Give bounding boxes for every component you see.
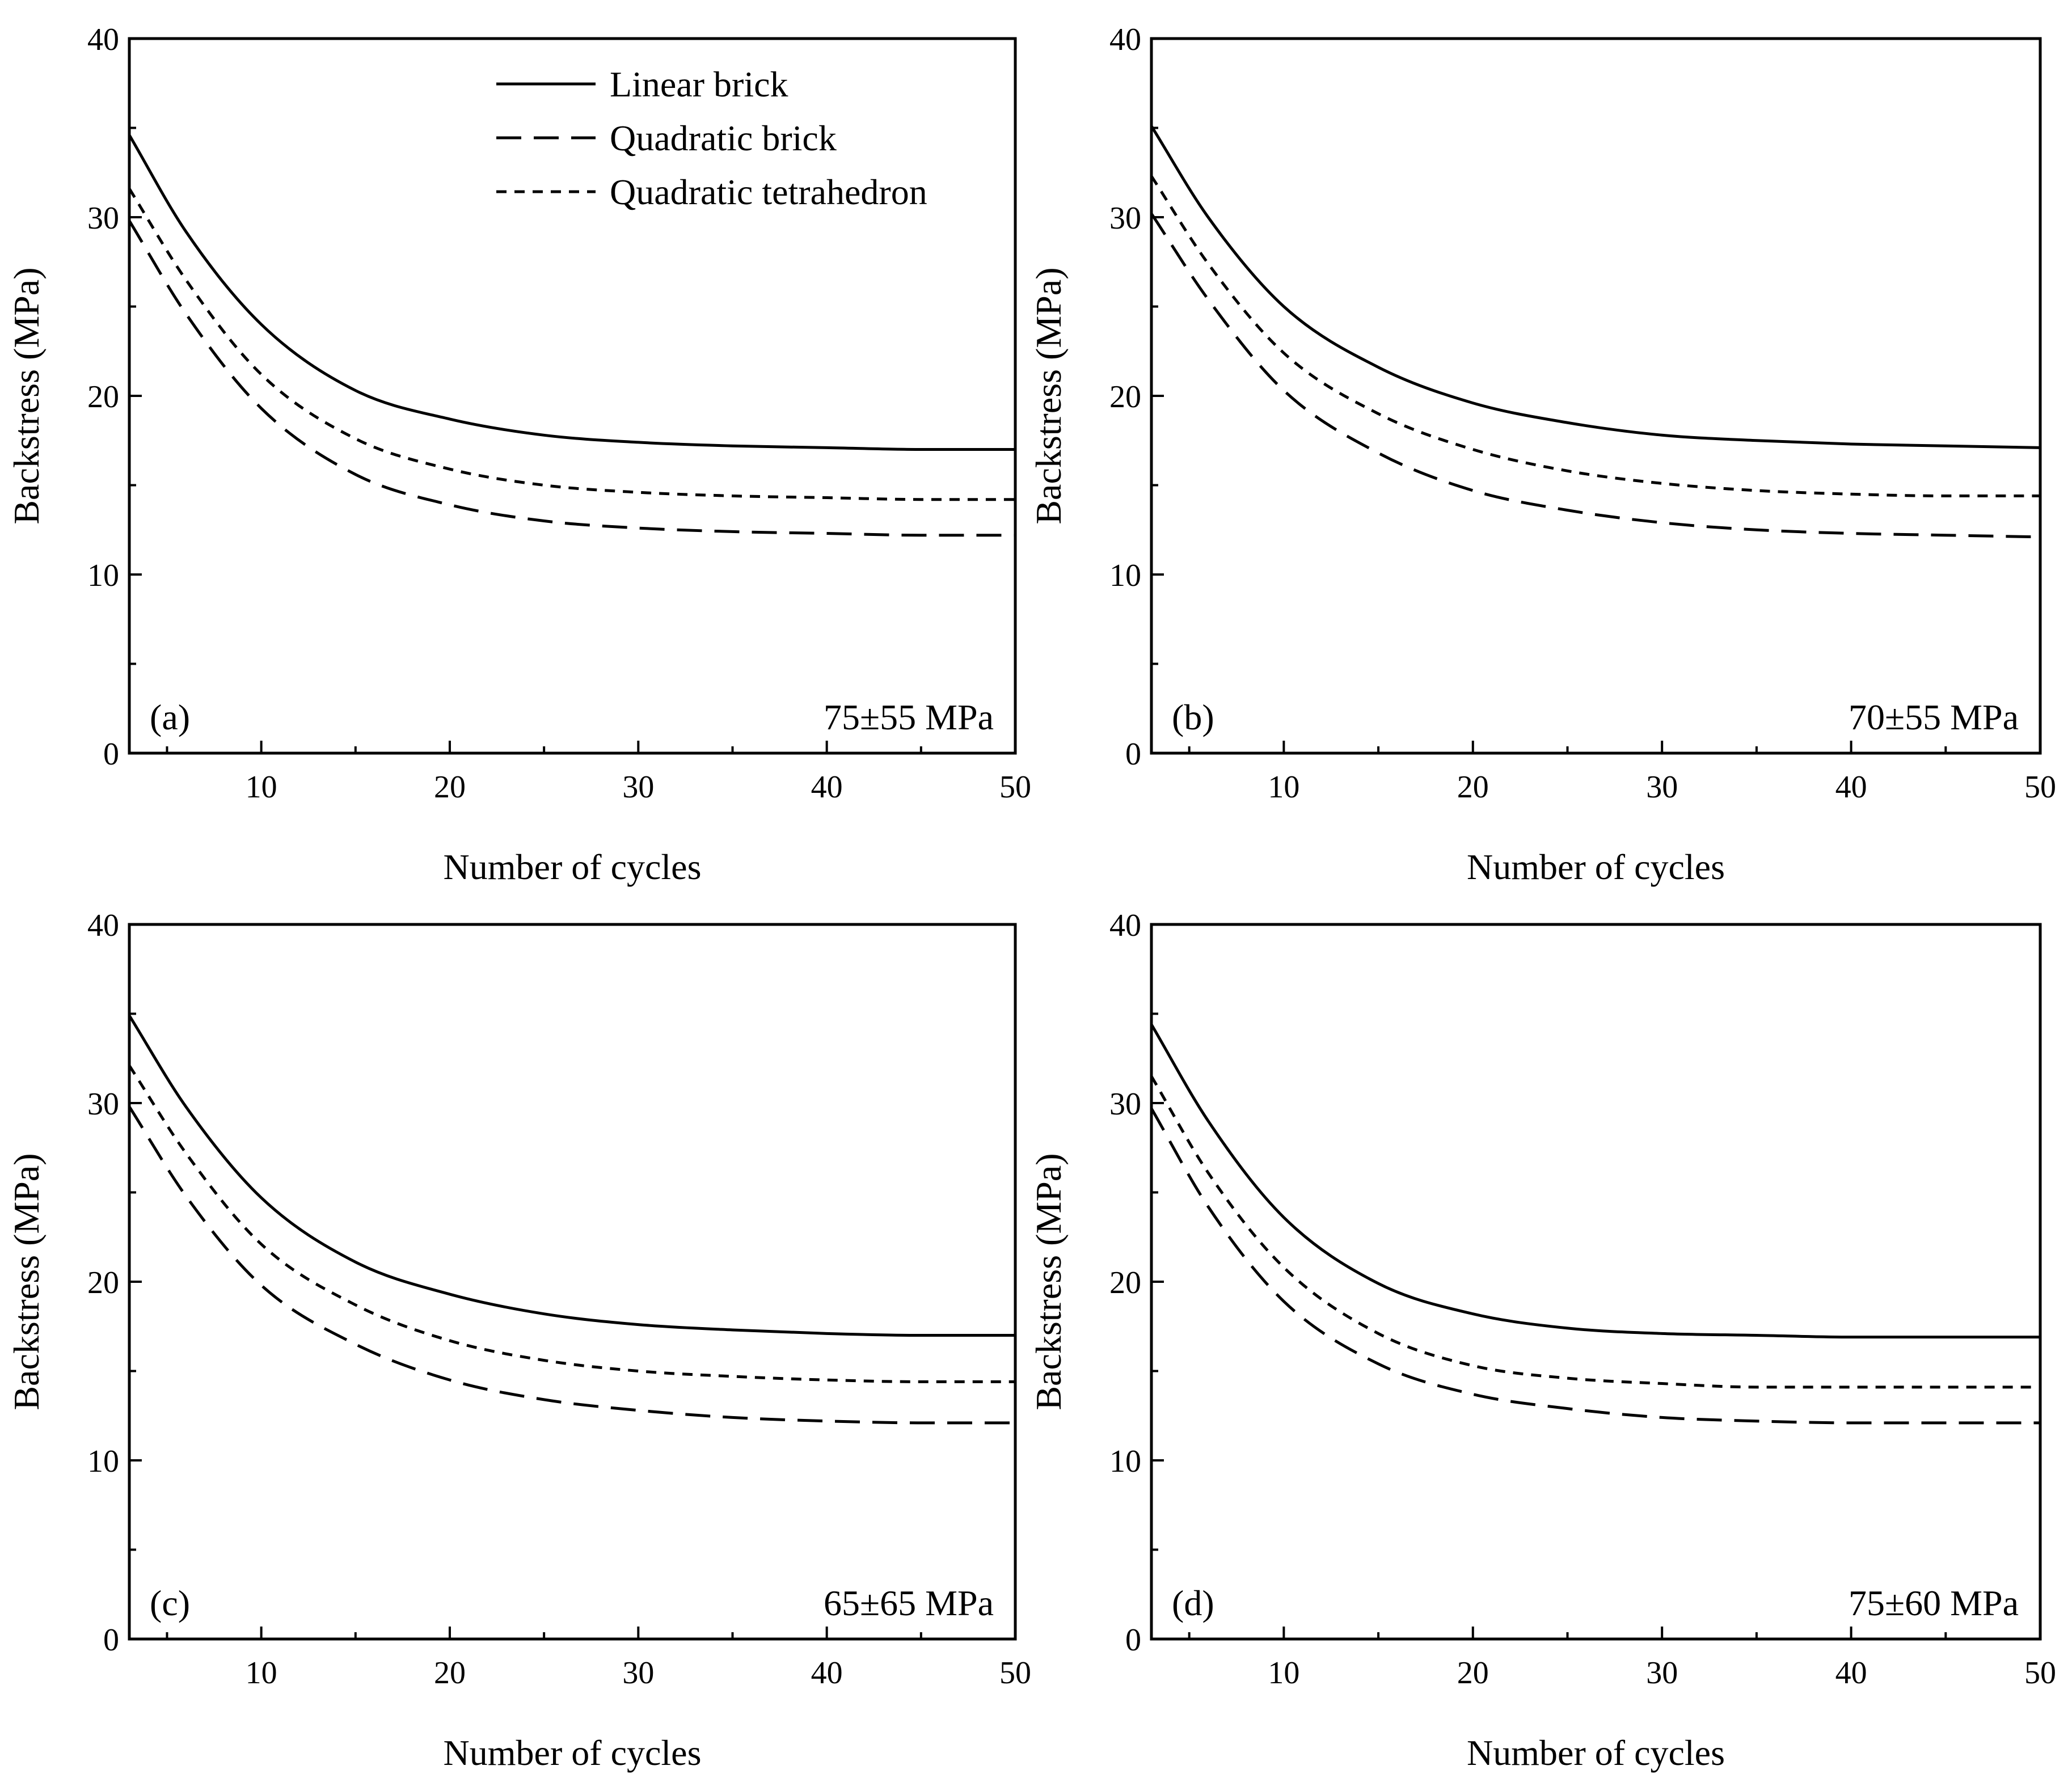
y-tick-label: 0	[1125, 1623, 1141, 1658]
legend-label: Linear brick	[610, 64, 788, 104]
x-axis-title: Number of cycles	[444, 847, 702, 887]
x-tick-label: 40	[811, 770, 843, 805]
y-tick-label: 40	[1109, 908, 1141, 943]
x-tick-label: 30	[1646, 1655, 1678, 1691]
x-tick-label: 50	[999, 1655, 1031, 1691]
x-axis-title: Number of cycles	[444, 1733, 702, 1773]
chart-panel-b: 10 20 30 40 50 0 10 20 30 40 Number of cycles Backs…	[1028, 22, 2056, 887]
panel-label: (a)	[150, 697, 190, 737]
x-tick-label: 20	[1457, 770, 1489, 805]
legend-label: Quadratic brick	[610, 118, 837, 158]
chart-panel-d: 10 20 30 40 50 0 10 20 30 40 Number of cycles Backs…	[1028, 908, 2056, 1773]
x-axis-title: Number of cycles	[1467, 1733, 1725, 1773]
y-axis-title: Backstress (MPa)	[1028, 1153, 1069, 1410]
plot-frame	[1150, 37, 2042, 755]
y-tick-label: 10	[87, 558, 119, 593]
chart-panel-c: 10 20 30 40 50 0 10 20 30 40 Number of cycles Backs…	[6, 908, 1031, 1773]
y-tick-label: 10	[1109, 1444, 1141, 1479]
y-tick-label: 30	[1109, 1087, 1141, 1122]
x-tick-label: 40	[1835, 770, 1867, 805]
x-tick-label: 10	[1268, 1655, 1299, 1691]
x-axis-title: Number of cycles	[1467, 847, 1725, 887]
y-tick-label: 20	[87, 379, 119, 415]
x-tick-label: 50	[999, 770, 1031, 805]
x-tick-label: 10	[246, 1655, 277, 1691]
y-axis-title: Backstress (MPa)	[1028, 267, 1069, 524]
y-tick-label: 40	[1109, 22, 1141, 57]
x-tick-label: 10	[246, 770, 277, 805]
y-tick-label: 10	[1109, 558, 1141, 593]
panel-label: (b)	[1172, 697, 1214, 737]
series-line-quadratic-tetrahedron	[1151, 175, 2040, 497]
series-line-linear-brick	[1151, 1024, 2040, 1339]
plot-frame	[128, 923, 1017, 1641]
legend-label: Quadratic tetrahedron	[610, 172, 927, 212]
series-line-quadratic-tetrahedron	[129, 1065, 1015, 1383]
series-line-quadratic-brick	[129, 1105, 1015, 1425]
loading-condition-label: 70±55 MPa	[1849, 697, 2019, 737]
x-tick-label: 30	[622, 1655, 654, 1691]
legend: Linear brick Quadratic brick Quadratic tet…	[496, 64, 927, 212]
series-line-quadratic-tetrahedron	[129, 188, 1015, 501]
series-line-quadratic-tetrahedron	[1151, 1075, 2040, 1389]
loading-condition-label: 75±55 MPa	[824, 697, 994, 737]
y-tick-label: 30	[87, 201, 119, 236]
x-tick-label: 20	[434, 770, 466, 805]
x-tick-label: 40	[1835, 1655, 1867, 1691]
y-tick-label: 20	[1109, 379, 1141, 415]
y-tick-label: 10	[87, 1444, 119, 1479]
panel-label: (d)	[1172, 1583, 1214, 1623]
x-tick-label: 30	[622, 770, 654, 805]
y-tick-label: 0	[1125, 737, 1141, 772]
y-tick-label: 40	[87, 908, 119, 943]
x-tick-label: 20	[434, 1655, 466, 1691]
series-line-quadratic-brick	[1151, 1108, 2040, 1425]
y-axis-title: Backstress (MPa)	[6, 267, 47, 524]
y-axis-title: Backstress (MPa)	[6, 1153, 47, 1410]
x-tick-label: 50	[2024, 1655, 2056, 1691]
loading-condition-label: 65±65 MPa	[824, 1583, 994, 1623]
series-line-linear-brick	[129, 134, 1015, 451]
y-tick-label: 0	[103, 737, 119, 772]
y-tick-label: 30	[1109, 201, 1141, 236]
plot-frame	[1150, 923, 2042, 1641]
loading-condition-label: 75±60 MPa	[1849, 1583, 2019, 1623]
x-tick-label: 20	[1457, 1655, 1489, 1691]
series-line-linear-brick	[129, 1015, 1015, 1337]
y-tick-label: 20	[1109, 1265, 1141, 1300]
x-tick-label: 50	[2024, 770, 2056, 805]
y-tick-label: 30	[87, 1087, 119, 1122]
x-tick-label: 30	[1646, 770, 1678, 805]
chart-panel-a: 10 20 30 40 50 0 10 20 30 40 Number of cycles Backs…	[6, 22, 1031, 887]
y-tick-label: 40	[87, 22, 119, 57]
series-line-quadratic-brick	[129, 220, 1015, 537]
x-tick-label: 40	[811, 1655, 843, 1691]
plot-frame	[128, 37, 1017, 755]
series-line-linear-brick	[1151, 125, 2040, 449]
y-tick-label: 0	[103, 1623, 119, 1658]
panel-label: (c)	[150, 1583, 190, 1623]
y-tick-label: 20	[87, 1265, 119, 1300]
x-tick-label: 10	[1268, 770, 1299, 805]
series-line-quadratic-brick	[1151, 213, 2040, 539]
